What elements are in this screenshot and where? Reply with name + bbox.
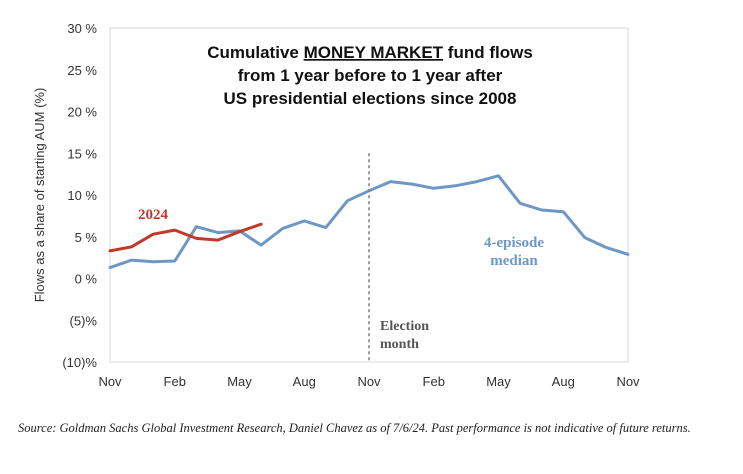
x-tick-label: May — [486, 374, 511, 389]
election-annotation-1: Election — [380, 319, 429, 334]
x-tick-label: Aug — [293, 374, 316, 389]
title-line-1-underlined: MONEY MARKET — [304, 43, 444, 62]
x-tick-label: Aug — [552, 374, 575, 389]
y-tick-label: (5)% — [70, 313, 98, 328]
election-annotation-2: month — [380, 337, 419, 352]
y-tick-label: (10)% — [62, 355, 97, 370]
title-line-2: from 1 year before to 1 year after — [238, 66, 503, 85]
title-line-1-post: fund flows — [443, 43, 533, 62]
y-tick-label: 15 % — [67, 146, 97, 161]
title-line-1-pre: Cumulative — [207, 43, 303, 62]
series-label-median-1: 4-episode — [484, 235, 544, 251]
series-label-median-2: median — [490, 253, 538, 269]
x-tick-label: Feb — [164, 374, 186, 389]
y-tick-label: 20 % — [67, 105, 97, 120]
series-label-2024: 2024 — [138, 207, 169, 223]
plot-area — [109, 27, 629, 363]
x-tick-label: Nov — [616, 374, 640, 389]
series-line-2024 — [108, 222, 263, 253]
chart-title: Cumulative MONEY MARKET fund flows from … — [207, 43, 533, 108]
x-tick-labels: Nov Feb May Aug Nov Feb May Aug Nov — [98, 374, 640, 389]
x-tick-label: Nov — [98, 374, 122, 389]
x-tick-label: May — [227, 374, 252, 389]
y-tick-label: 30 % — [67, 21, 97, 36]
y-tick-label: 5 % — [75, 230, 98, 245]
y-axis-label: Flows as a share of starting AUM (%) — [32, 88, 47, 303]
title-line-1: Cumulative MONEY MARKET fund flows — [207, 43, 533, 62]
y-tick-label: 25 % — [67, 63, 97, 78]
x-tick-label: Feb — [423, 374, 445, 389]
x-tick-label: Nov — [357, 374, 381, 389]
y-tick-label: 10 % — [67, 188, 97, 203]
y-tick-labels: 30 % 25 % 20 % 15 % 10 % 5 % 0 % (5)% (10)% — [62, 21, 97, 370]
title-line-3: US presidential elections since 2008 — [224, 89, 517, 108]
source-note: Source: Goldman Sachs Global Investment … — [18, 421, 691, 435]
y-tick-label: 0 % — [75, 272, 98, 287]
